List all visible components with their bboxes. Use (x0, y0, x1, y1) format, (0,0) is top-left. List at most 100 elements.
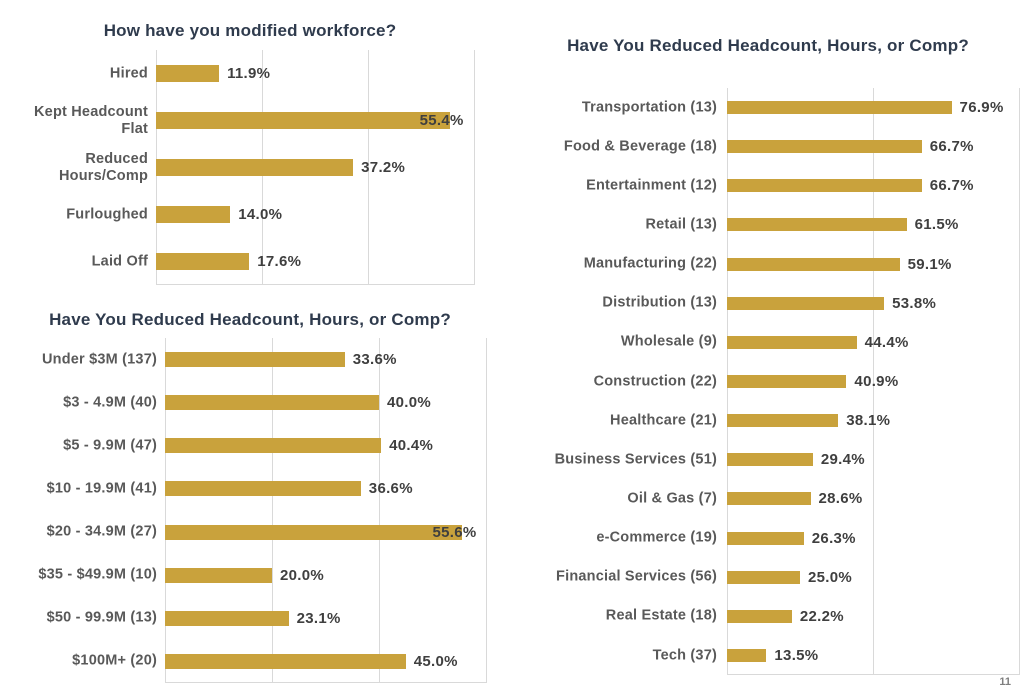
category-label: Oil & Gas (7) (627, 490, 717, 507)
chart-row: Real Estate (18) 22.2% (606, 597, 1019, 636)
category-label: Tech (37) (652, 646, 717, 663)
chart-row: Transportation (13) 76.9% (582, 88, 1019, 127)
plot-area: Transportation (13) 76.9% Food & Beverage … (555, 88, 1020, 675)
bar (156, 159, 354, 176)
chart-row: $3 - 4.9M (40) 40.0% (63, 381, 486, 424)
value-label: 20.0% (280, 566, 325, 584)
value-label: 22.2% (799, 607, 844, 625)
chart-row: Hired 11.9% (110, 50, 474, 97)
chart-row: Wholesale (9) 44.4% (621, 323, 1019, 362)
value-label: 23.1% (296, 609, 341, 627)
value-label: 53.8% (892, 294, 937, 312)
bars-layer: Under $3M (137) 33.6% $3 - 4.9M (40) 40.0% $… (38, 338, 486, 683)
value-label: 38.1% (846, 412, 891, 430)
category-label: $10 - 19.9M (41) (46, 480, 157, 497)
value-label: 55.6% (432, 523, 477, 541)
bars-layer: Transportation (13) 76.9% Food & Beverage … (555, 88, 1019, 675)
x-axis-line (165, 682, 486, 683)
bar (156, 65, 220, 82)
bar (727, 609, 792, 623)
category-label: Kept Headcount Flat (34, 103, 148, 137)
category-label: Laid Off (91, 252, 148, 269)
chart-row: Construction (22) 40.9% (594, 362, 1019, 401)
bar (727, 101, 952, 115)
gridlines-layer (165, 338, 487, 683)
value-label: 13.5% (774, 647, 819, 665)
category-label: Reduced Hours/Comp (59, 150, 148, 184)
value-label: 44.4% (864, 333, 909, 351)
category-label: Food & Beverage (18) (563, 138, 717, 155)
category-label: Retail (13) (645, 216, 717, 233)
chart-row: Furloughed 14.0% (66, 191, 474, 238)
chart-row: $5 - 9.9M (47) 40.4% (63, 424, 486, 467)
plot-area: Under $3M (137) 33.6% $3 - 4.9M (40) 40.0% $… (38, 338, 487, 683)
value-label: 37.2% (361, 159, 406, 176)
gridline (379, 338, 380, 683)
category-label: Hired (109, 64, 148, 81)
category-label: Manufacturing (22) (583, 255, 717, 272)
gridline (368, 50, 369, 285)
category-label: Under $3M (137) (41, 351, 157, 368)
bar (727, 218, 907, 232)
bar (165, 352, 345, 368)
category-label: e-Commerce (19) (596, 529, 717, 546)
category-label: Furloughed (66, 205, 148, 222)
bar (165, 524, 463, 540)
bar (156, 253, 250, 270)
chart-row: $35 - $49.9M (10) 20.0% (38, 554, 486, 597)
chart-row: e-Commerce (19) 26.3% (596, 519, 1019, 558)
chart-row: $50 - 99.9M (13) 23.1% (47, 597, 486, 640)
gridline (486, 338, 487, 683)
chart-row: Under $3M (137) 33.6% (42, 338, 486, 381)
value-label: 36.6% (368, 480, 413, 498)
bar (727, 375, 847, 389)
category-label: $50 - 99.9M (13) (46, 609, 157, 626)
x-axis-line (727, 674, 1019, 675)
chart-row: Financial Services (56) 25.0% (556, 558, 1019, 597)
category-label: $100M+ (20) (72, 652, 157, 669)
chart-row: Tech (37) 13.5% (653, 636, 1019, 675)
gridline (1019, 88, 1020, 675)
bar (165, 653, 406, 669)
chart-row: Distribution (13) 53.8% (602, 284, 1019, 323)
bar (727, 179, 922, 193)
value-label: 76.9% (959, 99, 1004, 117)
chart-row: Laid Off 17.6% (92, 238, 474, 285)
bar (727, 140, 922, 154)
category-label: Transportation (13) (581, 99, 717, 116)
chart-row: Food & Beverage (18) 66.7% (564, 127, 1019, 166)
category-label: $20 - 34.9M (27) (46, 523, 157, 540)
chart-row: Oil & Gas (7) 28.6% (627, 479, 1019, 518)
chart-reduction-by-industry: Have You Reduced Headcount, Hours, or Co… (512, 0, 1024, 695)
bar (727, 296, 885, 310)
category-label: Wholesale (9) (620, 333, 717, 350)
gridline (272, 338, 273, 683)
value-label: 55.4% (419, 112, 464, 129)
chart-title: Have You Reduced Headcount, Hours, or Co… (49, 310, 451, 329)
category-label: $3 - 4.9M (40) (63, 394, 157, 411)
value-label: 59.1% (907, 255, 952, 273)
bar (727, 531, 804, 545)
value-label: 14.0% (238, 206, 283, 223)
chart-row: Kept Headcount Flat 55.4% (34, 97, 474, 144)
category-label: $5 - 9.9M (47) (63, 437, 157, 454)
bar (156, 112, 450, 129)
value-label: 40.9% (854, 373, 899, 391)
gridline (165, 338, 166, 683)
chart-row: $20 - 34.9M (27) 55.6% (47, 511, 486, 554)
value-label: 45.0% (413, 652, 458, 670)
category-label: Construction (22) (593, 372, 717, 389)
gridline (474, 50, 475, 285)
chart-row: Retail (13) 61.5% (646, 205, 1019, 244)
value-label: 29.4% (820, 451, 865, 469)
gridline (873, 88, 874, 675)
value-label: 17.6% (257, 253, 302, 270)
bar (727, 453, 813, 467)
bar (165, 567, 272, 583)
x-axis-line (156, 284, 474, 285)
chart-row: Reduced Hours/Comp 37.2% (59, 144, 474, 191)
category-label: Financial Services (56) (556, 568, 717, 585)
bar (727, 335, 857, 349)
category-label: Healthcare (21) (610, 412, 717, 429)
